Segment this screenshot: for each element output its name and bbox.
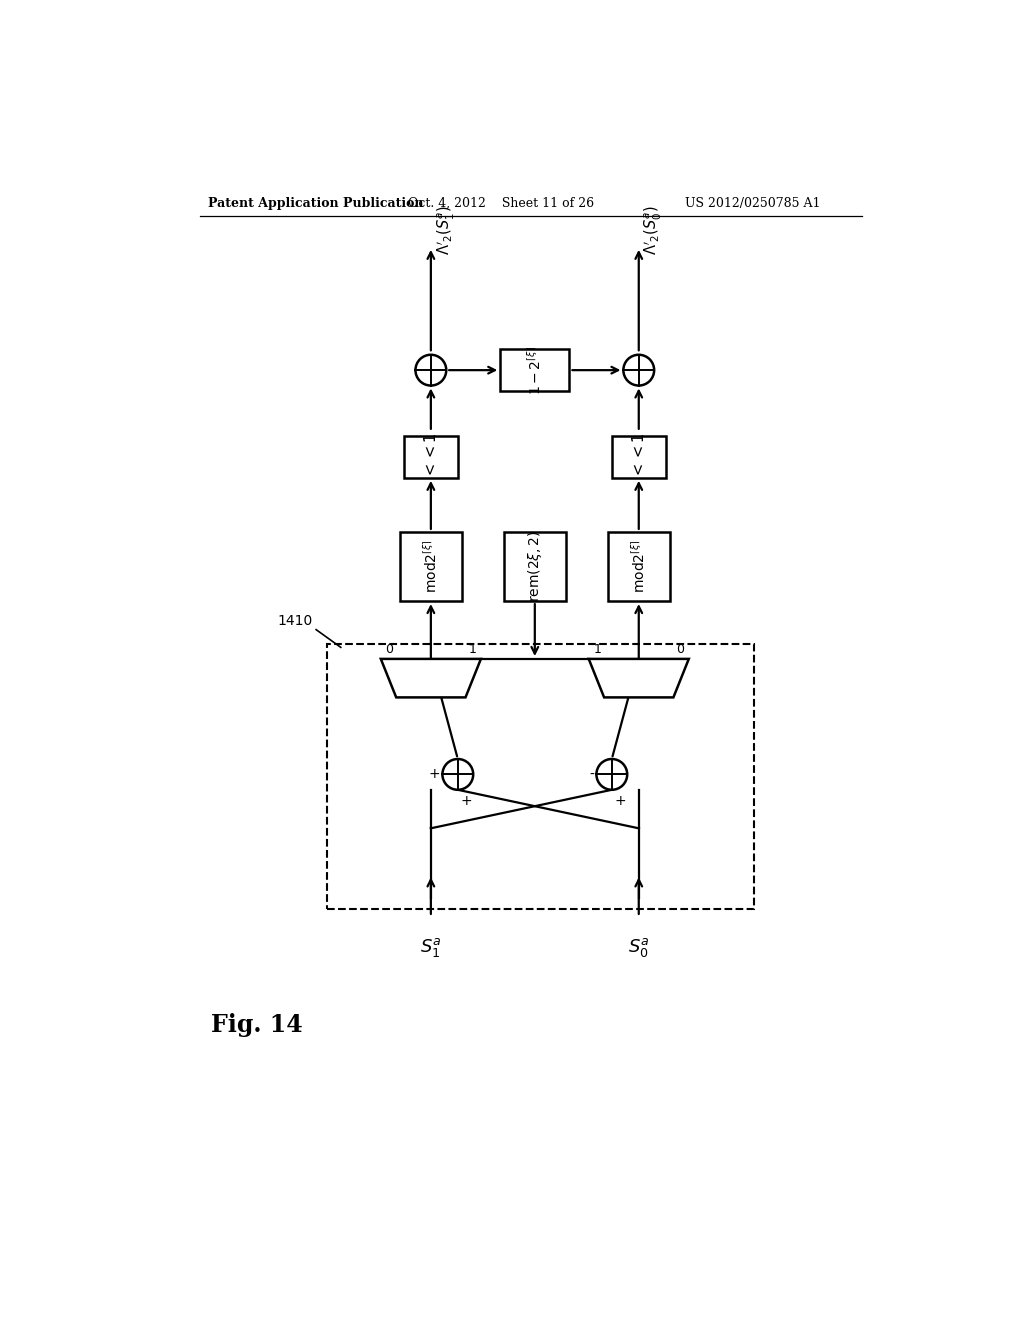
Polygon shape bbox=[589, 659, 689, 697]
Text: +: + bbox=[428, 767, 440, 781]
Bar bbox=[400, 532, 462, 601]
Bar bbox=[504, 532, 565, 601]
Text: $\mathrm{mod}2^{\lceil\xi\rceil}$: $\mathrm{mod}2^{\lceil\xi\rceil}$ bbox=[422, 540, 440, 594]
Text: Oct. 4, 2012    Sheet 11 of 26: Oct. 4, 2012 Sheet 11 of 26 bbox=[408, 197, 594, 210]
Bar bbox=[500, 348, 569, 391]
Bar bbox=[611, 436, 666, 478]
Text: $\Lambda'_2(S^a_0)$: $\Lambda'_2(S^a_0)$ bbox=[643, 205, 665, 255]
Text: +: + bbox=[614, 793, 626, 808]
Text: $<<1$: $<<1$ bbox=[631, 432, 647, 478]
Text: 1410: 1410 bbox=[278, 614, 313, 628]
Text: Patent Application Publication: Patent Application Publication bbox=[208, 197, 423, 210]
Text: 0: 0 bbox=[676, 643, 684, 656]
Text: Fig. 14: Fig. 14 bbox=[211, 1014, 303, 1038]
Bar bbox=[403, 436, 458, 478]
Text: +: + bbox=[460, 793, 472, 808]
Bar bbox=[327, 644, 755, 909]
Text: $\Lambda'_2(S^a_1)$: $\Lambda'_2(S^a_1)$ bbox=[435, 205, 457, 255]
Text: 1: 1 bbox=[468, 643, 476, 656]
Text: $S^a_0$: $S^a_0$ bbox=[628, 936, 649, 960]
Polygon shape bbox=[381, 659, 481, 697]
Text: $S^a_1$: $S^a_1$ bbox=[420, 936, 441, 960]
Text: $<<1$: $<<1$ bbox=[423, 432, 439, 478]
Text: 0: 0 bbox=[385, 643, 393, 656]
Bar bbox=[608, 532, 670, 601]
Text: -: - bbox=[589, 767, 594, 781]
Text: $\mathrm{mod}2^{\lceil\xi\rceil}$: $\mathrm{mod}2^{\lceil\xi\rceil}$ bbox=[630, 540, 648, 594]
Text: US 2012/0250785 A1: US 2012/0250785 A1 bbox=[685, 197, 820, 210]
Text: $\mathrm{rem}(2\xi,2)$: $\mathrm{rem}(2\xi,2)$ bbox=[525, 531, 544, 602]
Text: 1: 1 bbox=[593, 643, 601, 656]
Text: $1-2^{\lceil\xi\rceil}$: $1-2^{\lceil\xi\rceil}$ bbox=[526, 346, 544, 395]
